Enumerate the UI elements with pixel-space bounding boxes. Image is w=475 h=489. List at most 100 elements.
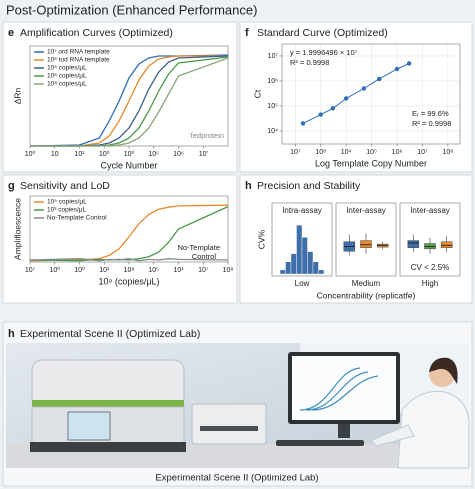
x-tick-label: 10⁶ <box>392 149 403 156</box>
x-axis-label: Concentrability (replicatfe) <box>317 290 416 300</box>
annotation: Eᵣ = 99.6% <box>412 109 449 118</box>
panel-h <box>239 174 473 304</box>
lab-coat <box>397 390 470 469</box>
y-axis-label: Ct <box>252 89 262 98</box>
x-tick-label: 10⁷ <box>25 267 36 274</box>
y-axis-label: ΔRn <box>12 87 22 104</box>
legend-label: 10⁸ copies/μL <box>47 81 87 88</box>
x-tick-label: 10⁸ <box>124 267 135 274</box>
panel-e <box>2 21 238 173</box>
x-tick-label: 10⁵ <box>148 267 159 274</box>
x-axis-label: Log Template Copy Number <box>315 158 427 168</box>
x-tick-label: 10¹ <box>99 267 110 274</box>
legend-label: 10⁵ copies/μL <box>47 65 87 72</box>
monitor-stand <box>338 424 350 438</box>
legend-label: 10⁵ copies/μL <box>47 199 87 206</box>
point <box>343 96 349 101</box>
legend-label: 10³ copies/μL <box>47 207 87 214</box>
x-tick-label: 10⁷ <box>198 267 209 274</box>
subplot-title: Inter-assay <box>410 206 450 215</box>
annotation: y = 1.9996496 × 10⁷ <box>290 48 358 57</box>
series-line <box>30 55 229 147</box>
x-tick-label: 10 <box>51 151 59 158</box>
x-tick-label: 10⁸ <box>223 267 234 274</box>
x-tick-label: 10⁰ <box>99 150 110 158</box>
annotation: Control <box>192 252 217 261</box>
x-tick-label: 10⁷ <box>417 149 428 156</box>
histogram-bar <box>279 269 286 275</box>
histogram-bar <box>290 253 297 275</box>
point <box>300 121 306 126</box>
subplot-frame <box>399 202 461 277</box>
annotation: No-Template <box>177 243 220 252</box>
x-tick-label: 10⁶ <box>173 151 184 158</box>
series-line <box>30 57 229 147</box>
point <box>406 61 412 66</box>
x-tick-label: 10' <box>199 151 208 158</box>
subplot-frame <box>271 202 333 277</box>
point <box>361 86 367 91</box>
series-line <box>29 204 229 262</box>
x-axis-label: Cycle Number <box>100 160 157 170</box>
histogram-bar <box>318 269 325 275</box>
panel-letter: h <box>245 180 252 192</box>
x-tick-label: 10¹ <box>173 267 184 274</box>
point <box>318 112 323 117</box>
plot-frame <box>281 43 461 145</box>
annotation: CV < 2.5% <box>411 263 449 272</box>
x-tick-label: 10⁴ <box>341 149 352 156</box>
screen-curves <box>299 367 379 411</box>
instrument-screen <box>67 411 111 441</box>
histogram-bar <box>285 261 292 275</box>
instrument-base <box>30 442 186 452</box>
x-axis-label: 10⁹ (copies/μL) <box>98 276 159 286</box>
panel-f <box>239 21 473 173</box>
panel-title: Amplification Curves (Optimized) <box>20 27 173 39</box>
instrument-stripe <box>32 400 184 407</box>
subplot-title: Intra-assay <box>282 206 322 215</box>
box <box>360 240 372 248</box>
box <box>407 240 420 248</box>
figure-title: Post-Optimization (Enhanced Performance) <box>6 2 257 17</box>
histogram-bar <box>312 261 319 275</box>
x-tick-label: 10⁰ <box>25 150 36 158</box>
box <box>440 241 453 248</box>
panel-letter: f <box>245 27 249 39</box>
panel-title: Standard Curve (Optimized) <box>257 27 388 39</box>
legend-label: 10⁷ ord RNA template <box>47 49 110 56</box>
histogram-bar <box>301 237 308 275</box>
annotation: R² = 0.9998 <box>412 119 451 128</box>
histogram-bar <box>307 251 314 275</box>
point <box>394 66 400 72</box>
x-tick-label: 10⁰ <box>74 266 85 274</box>
series-line <box>29 258 229 262</box>
y-tick-label: 10⁵ <box>267 103 278 110</box>
lab-scene: h Experimental Scene II (Optimized Lab) … <box>2 321 473 487</box>
panel-title: Precision and Stability <box>257 180 361 192</box>
subplot-frame <box>335 202 397 277</box>
x-tick-label: 10⁸ <box>315 149 326 156</box>
series-line <box>30 55 228 147</box>
keyboard <box>276 440 364 446</box>
y-tick-label: 10⁶ <box>267 78 278 85</box>
x-tick-label: 10⁰ <box>49 266 60 274</box>
series-line <box>29 54 229 147</box>
x-tick-label: 10⁰ <box>124 150 135 158</box>
legend-label: 10⁶ copies/μL <box>47 73 87 80</box>
instrument-slot <box>200 426 258 431</box>
y-axis-label: Amplifloescence <box>12 198 22 260</box>
x-tick-label: 10⁵ <box>148 151 159 158</box>
x-tick-label: 10⁸ <box>442 149 453 156</box>
y-tick-label: 10⁷ <box>268 53 279 60</box>
panel-letter: e <box>8 27 14 39</box>
scene-panel-letter: h <box>8 328 15 340</box>
point <box>377 76 382 82</box>
point <box>330 106 336 111</box>
panel-letter: g <box>8 180 15 192</box>
panel-title: Sensitivity and LoD <box>20 180 110 192</box>
second-instrument <box>191 403 267 445</box>
x-tick-label: 10⁵ <box>366 149 377 156</box>
subplot-title: Inter-assay <box>346 206 386 215</box>
scene-caption: Experimental Scene II (Optimized Lab) <box>155 473 318 484</box>
